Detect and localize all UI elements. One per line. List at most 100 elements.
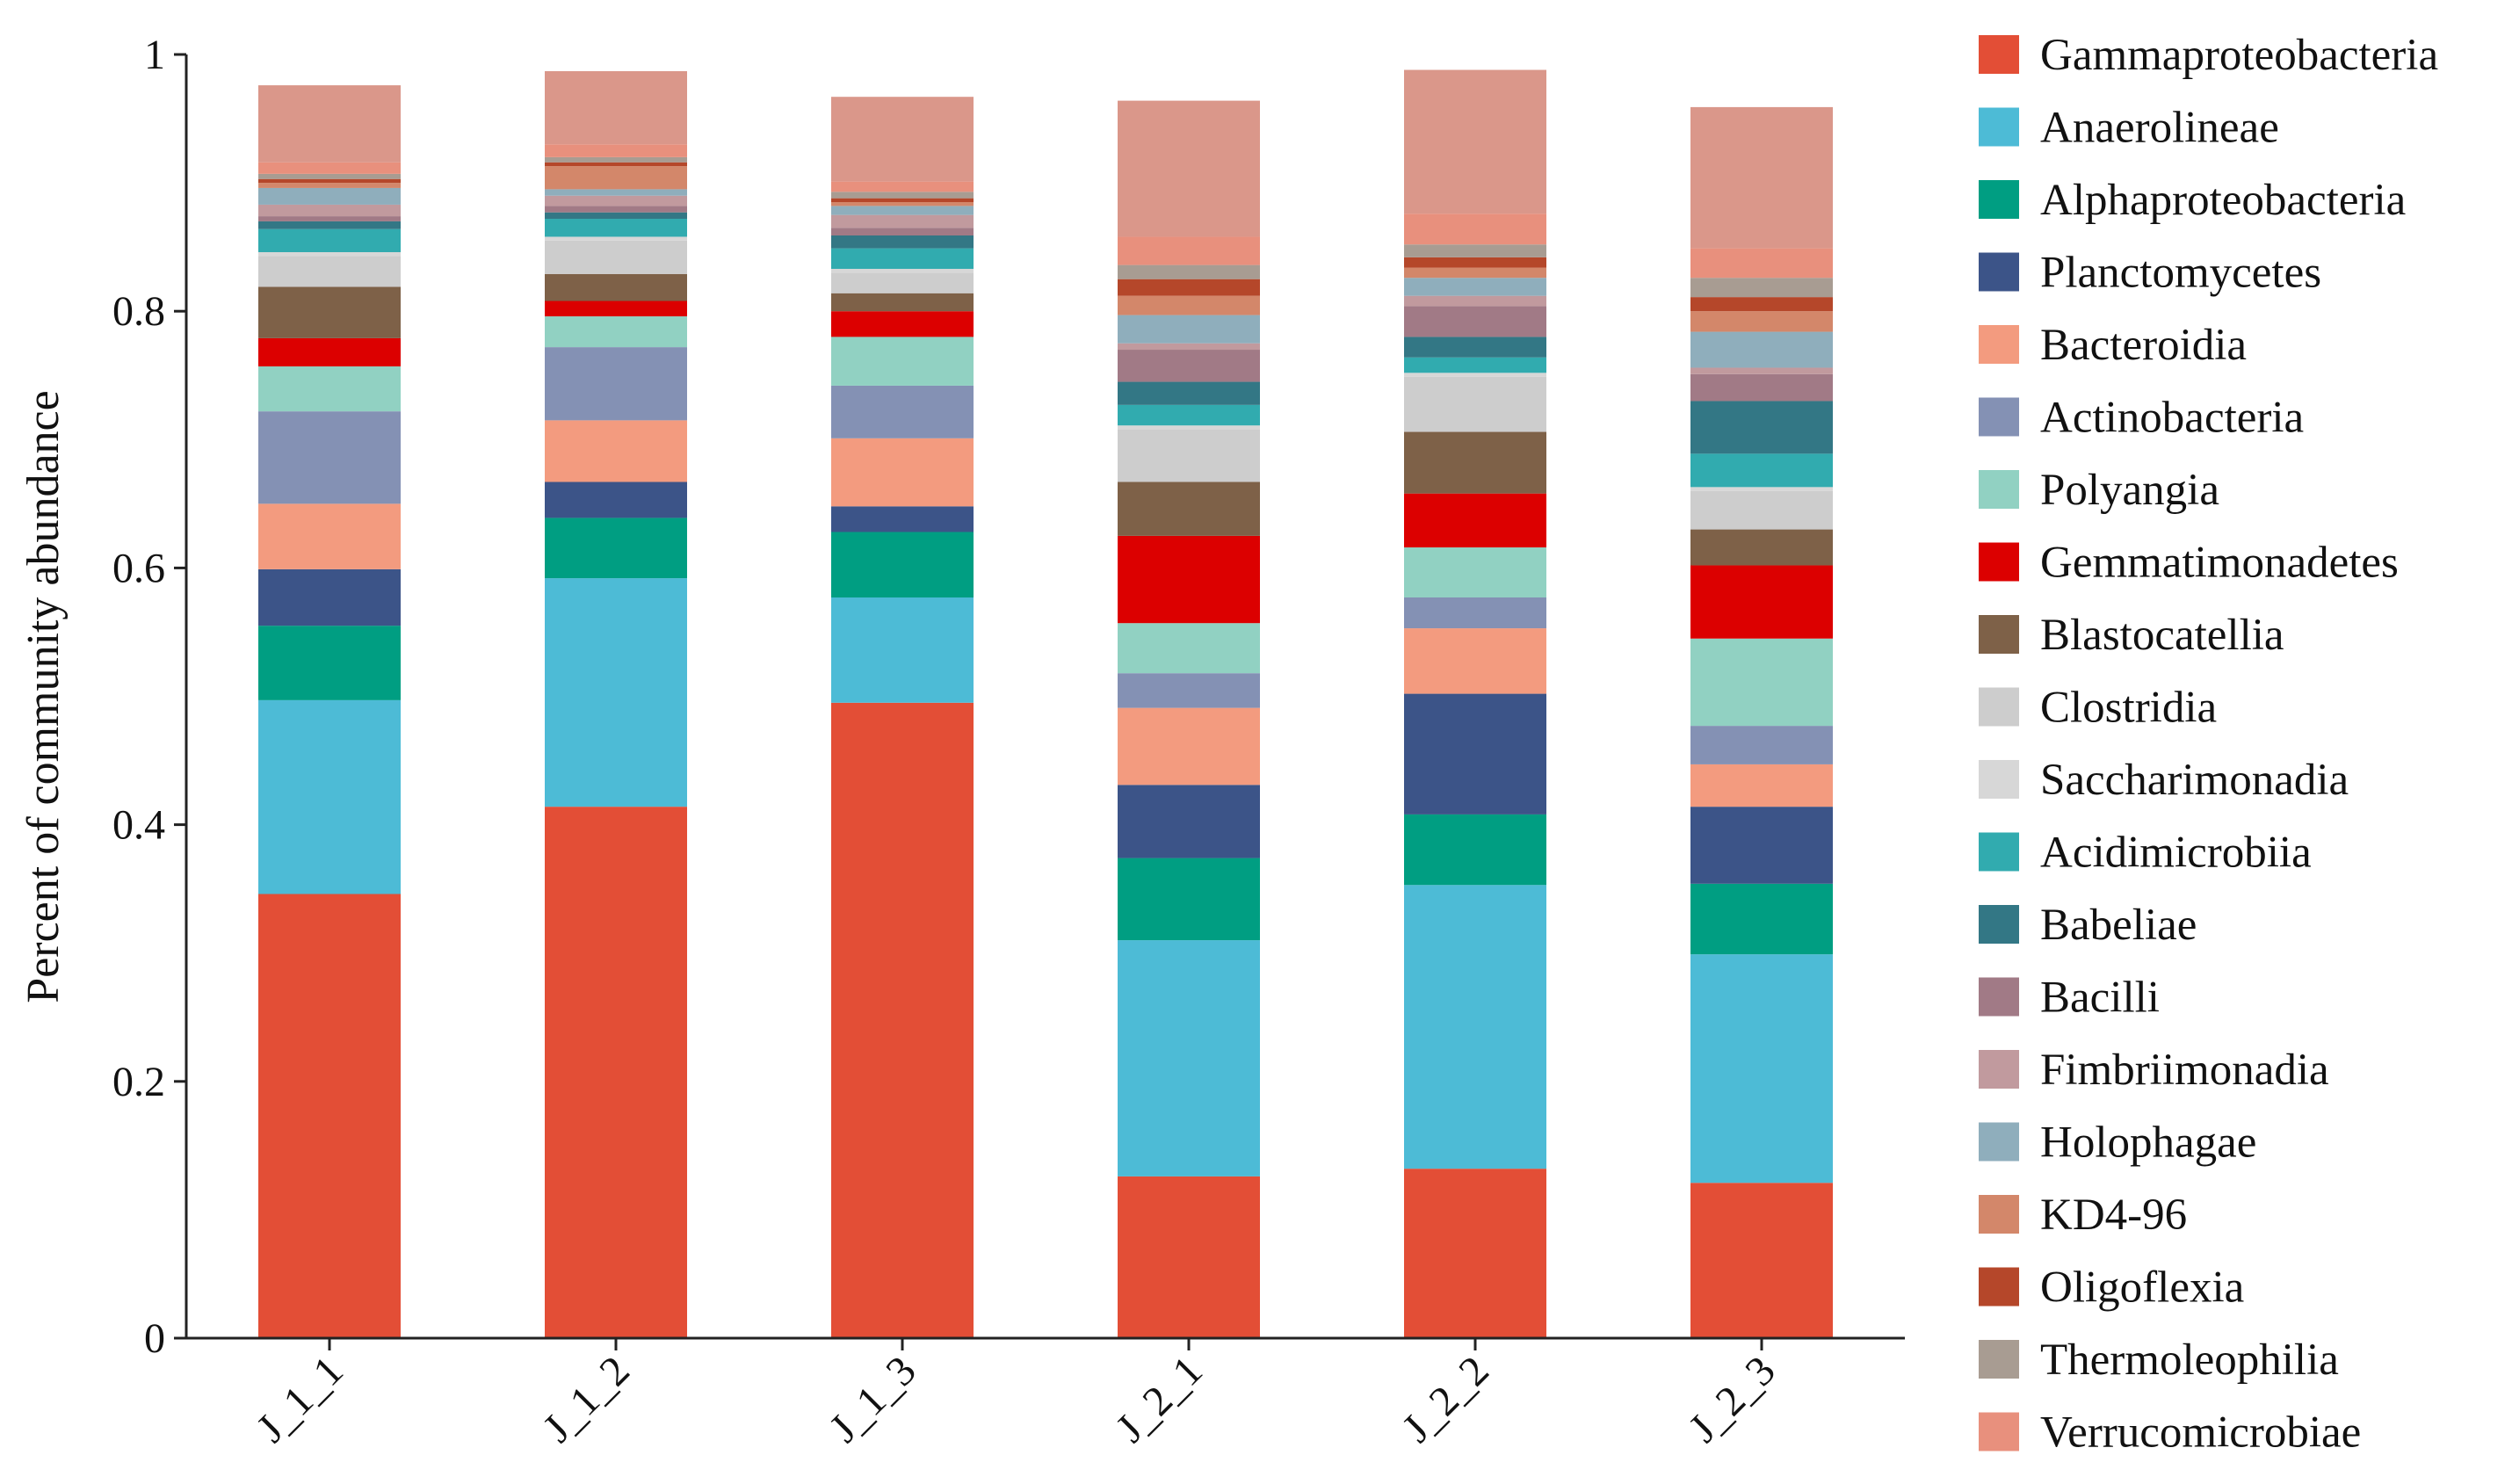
bar-segment-alphaproteobacteria [831,532,974,598]
x-axis-ticks: J_1_1 J_1_2 J_1_3 J_2_1 J_2_2 J_2_3 [248,1338,1784,1451]
legend-item: Planctomycetes [1979,249,2321,298]
bar-segment-gemmatimonadetes [258,337,401,367]
bar-segment-bacteroidia [1404,628,1546,694]
bar-segment-clostridia [1118,429,1260,482]
legend-label: Oligoflexia [2040,1263,2244,1313]
bar-segment-blastocatellia [258,286,401,338]
bar-segment-gemmatimonadetes [545,300,687,317]
bar-segment-bacilli [1404,306,1546,337]
bar-segment-bacteroidia [1118,707,1260,785]
bar-segment-babeliae [1690,401,1833,454]
bar-segment-gammaproteobacteria [545,807,687,1338]
bar-segment-gemmatimonadetes [1118,535,1260,624]
legend-swatch [1979,107,2019,147]
legend-label: Anaerolineae [2040,104,2279,153]
bar-segment-planctomycetes [1690,807,1833,884]
bar-segment-verrucomicrobiae [545,144,687,157]
bar-segment-babeliae [258,221,401,229]
bar-segment-gemmatimonadetes [1690,565,1833,639]
legend-item: Blastocatellia [1979,611,2284,660]
legend-swatch [1979,760,2019,799]
legend-item: Alphaproteobacteria [1979,176,2406,225]
bar-segment-acidimicrobiia [545,219,687,237]
legend-label: Bacteroidia [2040,321,2247,370]
y-tick-label: 0.2 [112,1059,165,1105]
bar-segment-oligoflexia [1404,257,1546,268]
bar-segment-fimbriimonadia [258,204,401,217]
bar-segment-gemmatimonadetes [831,311,974,337]
bar-segment-acidimicrobiia [258,228,401,252]
bar-segment-polyangia [545,316,687,348]
legend-swatch [1979,1122,2019,1162]
legend-label: Planctomycetes [2040,249,2321,298]
bar-stack-j-2-3 [1690,106,1833,1338]
bar-segment-babeliae [1118,381,1260,405]
bar-segment-kd4-96 [545,166,687,190]
legend-swatch [1979,832,2019,872]
bar-segment-holophagae [1690,331,1833,368]
bar-segment-clostridia [831,272,974,293]
bar-segment-blastocatellia [1118,481,1260,536]
bar-segment-alphaproteobacteria [1404,814,1546,886]
bar-segment-verrucomicrobiae [258,162,401,174]
legend-label: Holophagae [2040,1118,2256,1168]
legend-swatch [1979,35,2019,74]
bar-segment-fimbriimonadia [1690,367,1833,374]
bar-segment-others [258,85,401,163]
bar-segment-verrucomicrobiae [1404,214,1546,245]
bar-segment-oligoflexia [831,198,974,203]
bar-segment-actinobacteria [831,385,974,438]
bar-segment-thermoleophilia [1404,244,1546,257]
bar-segment-anaerolineae [1118,940,1260,1176]
legend-label: Alphaproteobacteria [2040,176,2406,225]
bar-segment-verrucomicrobiae [1118,236,1260,265]
bar-stack-j-2-1 [1118,100,1260,1338]
bar-segment-anaerolineae [1690,954,1833,1184]
legend-item: Oligoflexia [1979,1263,2244,1313]
bar-segment-clostridia [258,256,401,287]
bar-segment-bacilli [1118,350,1260,382]
bar-segment-babeliae [831,235,974,249]
bar-segment-saccharimonadia [831,268,974,273]
legend-item: KD4-96 [1979,1191,2187,1240]
bar-segment-polyangia [1118,623,1260,674]
legend-item: Holophagae [1979,1118,2256,1168]
bar-segment-thermoleophilia [1690,278,1833,298]
bar-segment-oligoflexia [1118,279,1260,296]
bar-segment-clostridia [1404,376,1546,432]
legend-label: Gemmatimonadetes [2040,539,2399,588]
bar-segment-actinobacteria [1690,726,1833,764]
bar-segment-oligoflexia [258,178,401,184]
bar-segment-blastocatellia [545,273,687,301]
bar-segment-babeliae [545,212,687,220]
bar-segment-planctomycetes [1404,693,1546,814]
bar-segment-kd4-96 [258,183,401,188]
legend-swatch [1979,252,2019,292]
bar-segment-bacteroidia [1690,764,1833,807]
bar-segment-saccharimonadia [1118,425,1260,430]
bar-segment-anaerolineae [1404,885,1546,1169]
bar-segment-acidimicrobiia [1118,404,1260,426]
bar-segment-fimbriimonadia [831,214,974,228]
legend-item: Clostridia [1979,684,2217,733]
bar-segment-planctomycetes [258,568,401,626]
bar-segment-polyangia [831,337,974,386]
legend-label: Gammaproteobacteria [2040,31,2438,80]
legend-swatch [1979,1050,2019,1089]
bar-segment-holophagae [545,189,687,196]
legend-swatch [1979,687,2019,727]
bar-segment-bacilli [831,228,974,236]
bar-segment-bacteroidia [545,420,687,482]
bar-segment-gammaproteobacteria [1404,1169,1546,1338]
bar-segment-alphaproteobacteria [1690,883,1833,955]
y-tick-label: 0 [144,1315,165,1362]
legend-swatch [1979,1267,2019,1307]
bar-segment-gammaproteobacteria [1690,1183,1833,1338]
legend-swatch [1979,905,2019,944]
bar-segment-thermoleophilia [1118,264,1260,279]
legend-swatch [1979,977,2019,1017]
bar-segment-oligoflexia [1690,297,1833,312]
legend-swatch [1979,180,2019,219]
y-tick-label: 0.6 [112,545,165,591]
